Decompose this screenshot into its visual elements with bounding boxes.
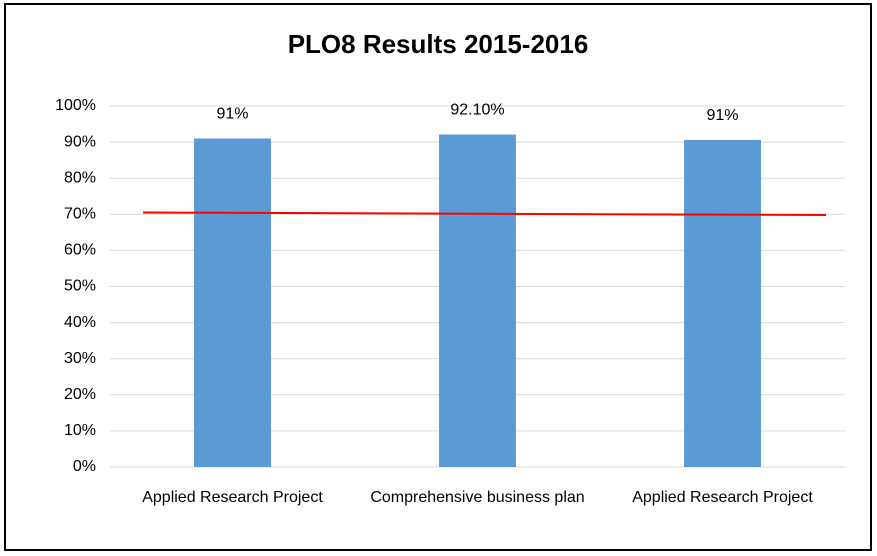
y-tick-label: 100% bbox=[55, 97, 96, 114]
y-tick-label: 30% bbox=[64, 350, 96, 367]
y-tick-label: 90% bbox=[64, 133, 96, 150]
y-tick-label: 60% bbox=[64, 242, 96, 259]
x-tick-label: Applied Research Project bbox=[632, 489, 813, 506]
y-tick-label: 80% bbox=[64, 169, 96, 186]
data-label: 92.10% bbox=[450, 102, 504, 119]
y-tick-label: 50% bbox=[64, 278, 96, 295]
y-tick-label: 20% bbox=[64, 386, 96, 403]
y-tick-label: 10% bbox=[64, 422, 96, 439]
x-tick-label: Comprehensive business plan bbox=[370, 489, 585, 506]
y-tick-label: 40% bbox=[64, 314, 96, 331]
chart-title: PLO8 Results 2015-2016 bbox=[288, 29, 589, 59]
y-tick-label: 0% bbox=[73, 458, 96, 475]
bar bbox=[439, 134, 516, 468]
bar bbox=[684, 139, 761, 467]
x-tick-label: Applied Research Project bbox=[142, 489, 323, 506]
data-label: 91% bbox=[706, 107, 738, 124]
data-label: 91% bbox=[216, 106, 248, 123]
bar bbox=[194, 138, 271, 468]
y-tick-label: 70% bbox=[64, 206, 96, 223]
reference-line bbox=[142, 211, 827, 217]
